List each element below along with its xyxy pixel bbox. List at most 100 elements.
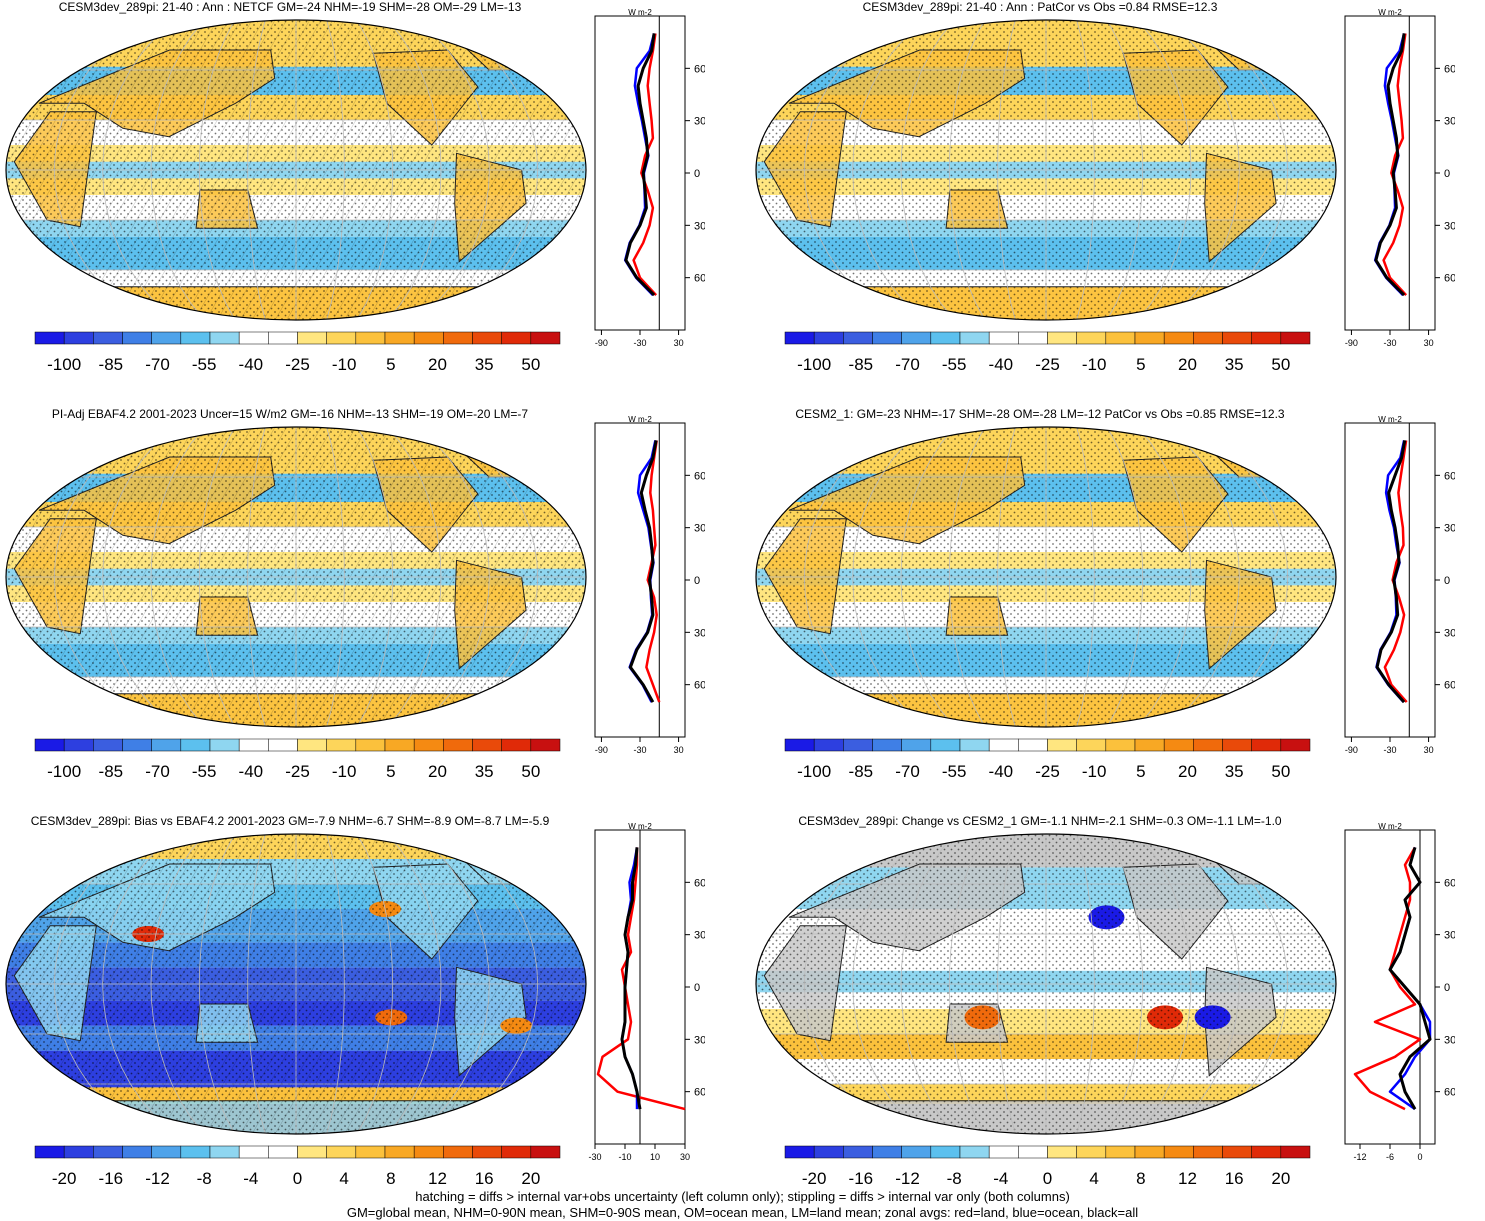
colorbar-swatch	[843, 1145, 873, 1159]
colorbar-tick-label: 35	[1225, 762, 1244, 781]
graticule-lon	[198, 20, 236, 320]
colorbar-tick-label: 5	[386, 355, 395, 374]
graticule-lon	[948, 834, 986, 1134]
y-tick-label: 60S	[694, 680, 705, 692]
x-tick-label: 30	[674, 745, 684, 755]
panel-cesm2: CESM2_1: GM=-23 NHM=-17 SHM=-28 OM=-28 L…	[750, 407, 1485, 812]
x-tick-label: 0	[1417, 1152, 1422, 1162]
colorbar-swatch	[34, 331, 65, 345]
colorbar-swatch	[813, 1145, 844, 1159]
footer-line-1: hatching = diffs > internal var+obs unce…	[415, 1189, 1070, 1204]
graticule-lon	[1198, 20, 1289, 320]
colorbar-swatch	[901, 331, 932, 345]
graticule-lon	[418, 20, 490, 320]
x-tick-label: 10	[650, 1152, 660, 1162]
colorbar-tick-label: 20	[1271, 1169, 1290, 1188]
graticule-lon	[1198, 427, 1289, 727]
panel-title: CESM3dev_289pi: Bias vs EBAF4.2 2001-202…	[30, 814, 550, 828]
zonal-unit-label: W m-2	[1378, 822, 1402, 831]
colorbar-tick-label: -25	[285, 355, 310, 374]
colorbar-tick-label: 0	[1043, 1169, 1052, 1188]
colorbar-swatch	[1251, 738, 1282, 752]
colorbar-tick-label: 35	[1225, 355, 1244, 374]
colorbar-swatch	[268, 738, 298, 752]
colorbar-tick-label: -25	[285, 762, 310, 781]
robinson-map	[5, 426, 587, 728]
graticule-lon	[997, 20, 1016, 320]
x-tick-label: 30	[674, 338, 684, 348]
map-field	[756, 834, 1336, 1134]
graticule-lon	[1137, 834, 1192, 1134]
colorbar-swatch	[180, 738, 211, 752]
colorbar-swatch	[34, 1145, 65, 1159]
colorbar-tick-label: 50	[521, 355, 540, 374]
x-tick-label: -6	[1386, 1152, 1394, 1162]
colorbar-swatch	[530, 1145, 561, 1159]
colorbar-tick-label: 5	[386, 762, 395, 781]
colorbar-swatch	[238, 1145, 269, 1159]
colorbar-swatch	[1280, 1145, 1311, 1159]
colorbar-tick-label: -85	[99, 355, 124, 374]
y-tick-label: 60S	[1444, 273, 1455, 285]
colorbar-tick-label: -100	[47, 762, 81, 781]
zonal-land-line	[645, 440, 661, 703]
colorbar-swatch	[355, 738, 386, 752]
colorbar-swatch	[1193, 1145, 1223, 1159]
colorbar-swatch	[530, 738, 561, 752]
colorbar-tick-label: -16	[99, 1169, 124, 1188]
graticule-lon	[326, 427, 345, 727]
colorbar-tick-label: -20	[802, 1169, 827, 1188]
panel-title: PI-Adj EBAF4.2 2001-2023 Uncer=15 W/m2 G…	[51, 407, 529, 421]
colorbar-swatch	[872, 738, 902, 752]
colorbar-swatch	[326, 738, 357, 752]
graticule-lon	[803, 834, 894, 1134]
zonal-mean-plot: W m-2 60N 30N 0 30S 60S -90 -30 30	[1344, 415, 1455, 755]
colorbar-swatch	[355, 331, 386, 345]
colorbar-tick-label: -8	[947, 1169, 962, 1188]
colorbar-tick-label: 20	[428, 355, 447, 374]
colorbar-swatch	[1076, 738, 1107, 752]
graticule-lon	[900, 427, 955, 727]
colorbar-swatch	[1222, 738, 1252, 752]
colorbar-swatch	[988, 1145, 1019, 1159]
colorbar-tick-label: -10	[332, 762, 357, 781]
colorbar-swatch	[1047, 331, 1077, 345]
colorbar-swatch	[1163, 1145, 1194, 1159]
zonal-all-line	[620, 847, 642, 1110]
stippling	[756, 20, 1336, 320]
graticule-lon	[852, 20, 924, 320]
x-tick-label: -10	[618, 1152, 631, 1162]
zonal-all-line	[1374, 33, 1406, 297]
zonal-land-line	[596, 847, 686, 1111]
colorbar-tick-label: -70	[895, 762, 920, 781]
panel-netcf-cesm3dev: CESM3dev_289pi: 21-40 : Ann : NETCF GM=-…	[0, 0, 742, 405]
hatching	[6, 834, 586, 1134]
graticule-lon	[356, 427, 394, 727]
robinson-map	[755, 833, 1337, 1135]
graticule-lon	[387, 427, 442, 727]
zonal-unit-label: W m-2	[628, 8, 652, 17]
colorbar-swatch	[413, 738, 444, 752]
colorbar-swatch	[843, 331, 873, 345]
colorbar-swatch	[93, 331, 123, 345]
colorbar-tick-label: -40	[239, 355, 264, 374]
graticule-lon	[448, 427, 539, 727]
graticule-lon	[1168, 20, 1240, 320]
map-border	[755, 426, 1337, 728]
y-tick-label: 30S	[694, 220, 705, 232]
zonal-land-line	[1382, 33, 1408, 296]
y-tick-label: 0	[694, 982, 700, 994]
stippling	[756, 427, 1336, 727]
colorbar-tick-label: 16	[475, 1169, 494, 1188]
colorbar-swatch	[180, 331, 211, 345]
colorbar-swatch	[297, 1145, 327, 1159]
graticule-lon	[900, 20, 955, 320]
panel-title: CESM3dev_289pi: 21-40 : Ann : PatCor vs …	[862, 0, 1218, 14]
colorbar-swatch	[1280, 738, 1311, 752]
colorbar-swatch	[813, 331, 844, 345]
colorbar-swatch	[180, 1145, 211, 1159]
colorbar-tick-label: 20	[428, 762, 447, 781]
colorbar-swatch	[872, 1145, 902, 1159]
map-field	[6, 20, 586, 320]
colorbar-swatch	[1193, 331, 1223, 345]
